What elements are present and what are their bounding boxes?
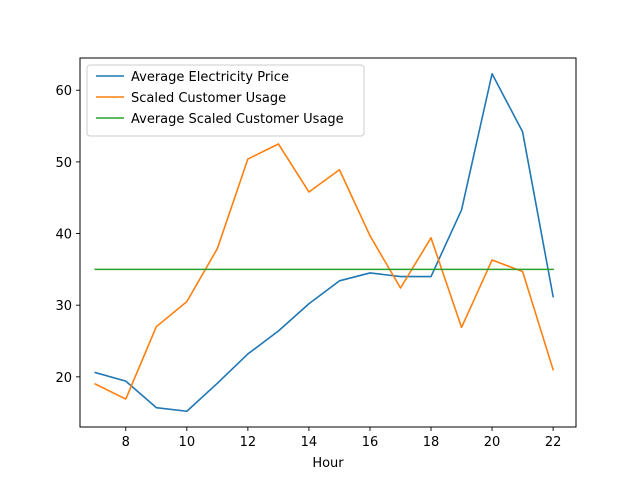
y-tick-label: 60 — [55, 84, 72, 99]
legend-label: Scaled Customer Usage — [131, 91, 286, 106]
x-tick-label: 18 — [423, 435, 440, 450]
x-tick-label: 14 — [301, 435, 318, 450]
legend-label: Average Scaled Customer Usage — [131, 112, 344, 127]
y-tick-label: 30 — [55, 299, 72, 314]
x-tick-label: 10 — [179, 435, 196, 450]
y-tick-label: 40 — [55, 228, 72, 243]
series-line-1 — [94, 72, 555, 413]
plot-frame — [79, 57, 577, 428]
y-tick-label: 50 — [55, 156, 72, 171]
x-tick-label: 12 — [240, 435, 257, 450]
y-axis-ticks: 20 30 40 50 60 — [55, 84, 80, 386]
x-tick-label: 8 — [122, 435, 130, 450]
x-tick-label: 22 — [545, 435, 562, 450]
legend-box — [86, 64, 365, 137]
series-layer — [94, 72, 555, 413]
legend: Average Electricity Price Scaled Customer… — [86, 64, 365, 137]
legend-label: Average Electricity Price — [131, 70, 289, 85]
x-axis-ticks: 8 10 12 14 16 18 20 22 — [122, 427, 562, 450]
x-tick-label: 20 — [484, 435, 501, 450]
x-tick-label: 16 — [362, 435, 379, 450]
series-line-2 — [94, 143, 555, 400]
x-axis-label: Hour — [312, 456, 344, 471]
y-tick-label: 20 — [55, 371, 72, 386]
